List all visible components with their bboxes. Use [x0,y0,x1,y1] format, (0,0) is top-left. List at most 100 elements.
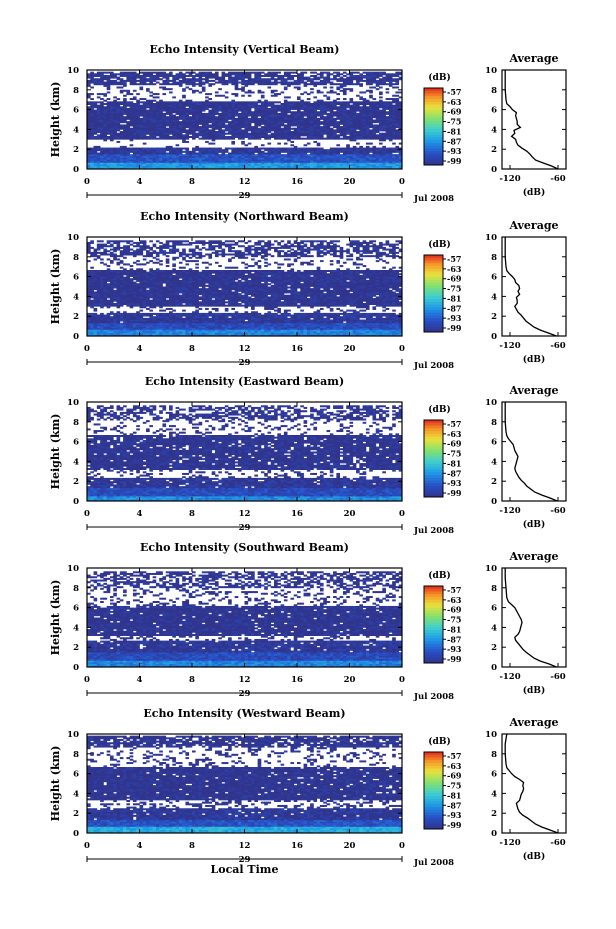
heatmap-cell [136,100,140,102]
heatmap-cell [320,121,324,123]
heatmap-cell [166,153,170,155]
heatmap-cell [123,80,127,82]
heatmap-cell [258,148,262,150]
heatmap-cell [277,148,281,150]
heatmap-cell [353,83,357,85]
heatmap-cell [261,151,265,153]
heatmap-cell [261,144,265,146]
heatmap-cell [343,78,347,80]
heatmap-cell [133,72,137,74]
heatmap-cell [90,240,94,242]
heatmap-cell [290,72,294,74]
heatmap-cell [251,91,255,93]
heatmap-cell [107,148,111,150]
heatmap-cell [372,120,376,122]
heatmap-cell [304,101,308,103]
heatmap-cell [179,121,183,123]
heatmap-cell [307,93,311,95]
heatmap-cell [382,133,386,135]
heatmap-cell [261,78,265,80]
heatmap-cell [277,113,281,115]
heatmap-cell [120,247,124,249]
heatmap-cell [225,73,229,75]
heatmap-cell [340,101,344,103]
heatmap-cell [97,72,101,74]
heatmap-cell [277,143,281,145]
heatmap-cell [277,72,281,74]
heatmap-cell [297,101,301,103]
heatmap-cell [287,148,291,150]
heatmap-cell [107,98,111,100]
heatmap-cell [90,101,94,103]
heatmap-cell [176,144,180,146]
heatmap-cell [162,80,166,82]
heatmap-cell [149,148,153,150]
heatmap-cell [97,244,101,246]
heatmap-cell [261,91,265,93]
colorbar-swatch [424,118,443,121]
heatmap-cell [120,90,124,92]
heatmap-cell [320,148,324,150]
heatmap-cell [323,116,327,118]
heatmap-cell [130,72,134,74]
heatmap-cell [376,72,380,74]
heatmap-cell [304,144,308,146]
heatmap-cell [304,82,308,84]
heatmap-cell [123,90,127,92]
colorbar-tick-label: -87 [447,136,461,146]
heatmap-cell [294,128,298,130]
heatmap-cell [126,72,130,74]
heatmap-cell [218,88,222,90]
heatmap-cell [140,105,144,107]
heatmap-cell [274,101,278,103]
heatmap-cell [330,73,334,75]
heatmap-cell [290,128,294,130]
colorbar-swatch [424,99,443,102]
heatmap-cell [97,78,101,80]
heatmap-cell [346,101,350,103]
heatmap-cell [97,270,101,272]
heatmap-cell [228,72,232,74]
heatmap-cell [235,93,239,95]
heatmap-cell [241,87,245,89]
heatmap-cell [153,72,157,74]
heatmap-cell [117,258,121,260]
heatmap-cell [267,134,271,136]
heatmap-cell [153,100,157,102]
colorbar-swatch [424,157,443,160]
heatmap-cell [97,146,101,148]
heatmap-cell [277,75,281,77]
heatmap-cell [258,90,262,92]
heatmap-cell [241,95,245,97]
heatmap-cell [107,313,111,315]
heatmap-cell [156,82,160,84]
heatmap-cell [107,72,111,74]
heatmap-cell [130,265,134,267]
heatmap-cell [97,153,101,155]
heatmap-cell [317,82,321,84]
heatmap-cell [340,154,344,156]
heatmap-cell [248,148,252,150]
heatmap-cell [271,148,275,150]
heatmap-cell [320,80,324,82]
heatmap-cell [323,149,327,151]
colorbar-tick-label: -81 [447,126,461,136]
heatmap-cell [159,148,163,150]
heatmap-cell [336,148,340,150]
heatmap-cell [287,115,291,117]
heatmap-cell [169,83,173,85]
heatmap-cell [130,240,134,242]
heatmap-cell [231,93,235,95]
heatmap-cell [212,83,216,85]
heatmap-cell [350,148,354,150]
heatmap-cell [251,101,255,103]
heatmap-cell [372,98,376,100]
heatmap-cell [162,93,166,95]
heatmap-cell [395,91,399,93]
heatmap-cell [346,144,350,146]
heatmap-cell [140,118,144,120]
heatmap-cell [182,151,186,153]
heatmap-cell [248,143,252,145]
heatmap-cell [336,93,340,95]
heatmap-cell [192,75,196,77]
